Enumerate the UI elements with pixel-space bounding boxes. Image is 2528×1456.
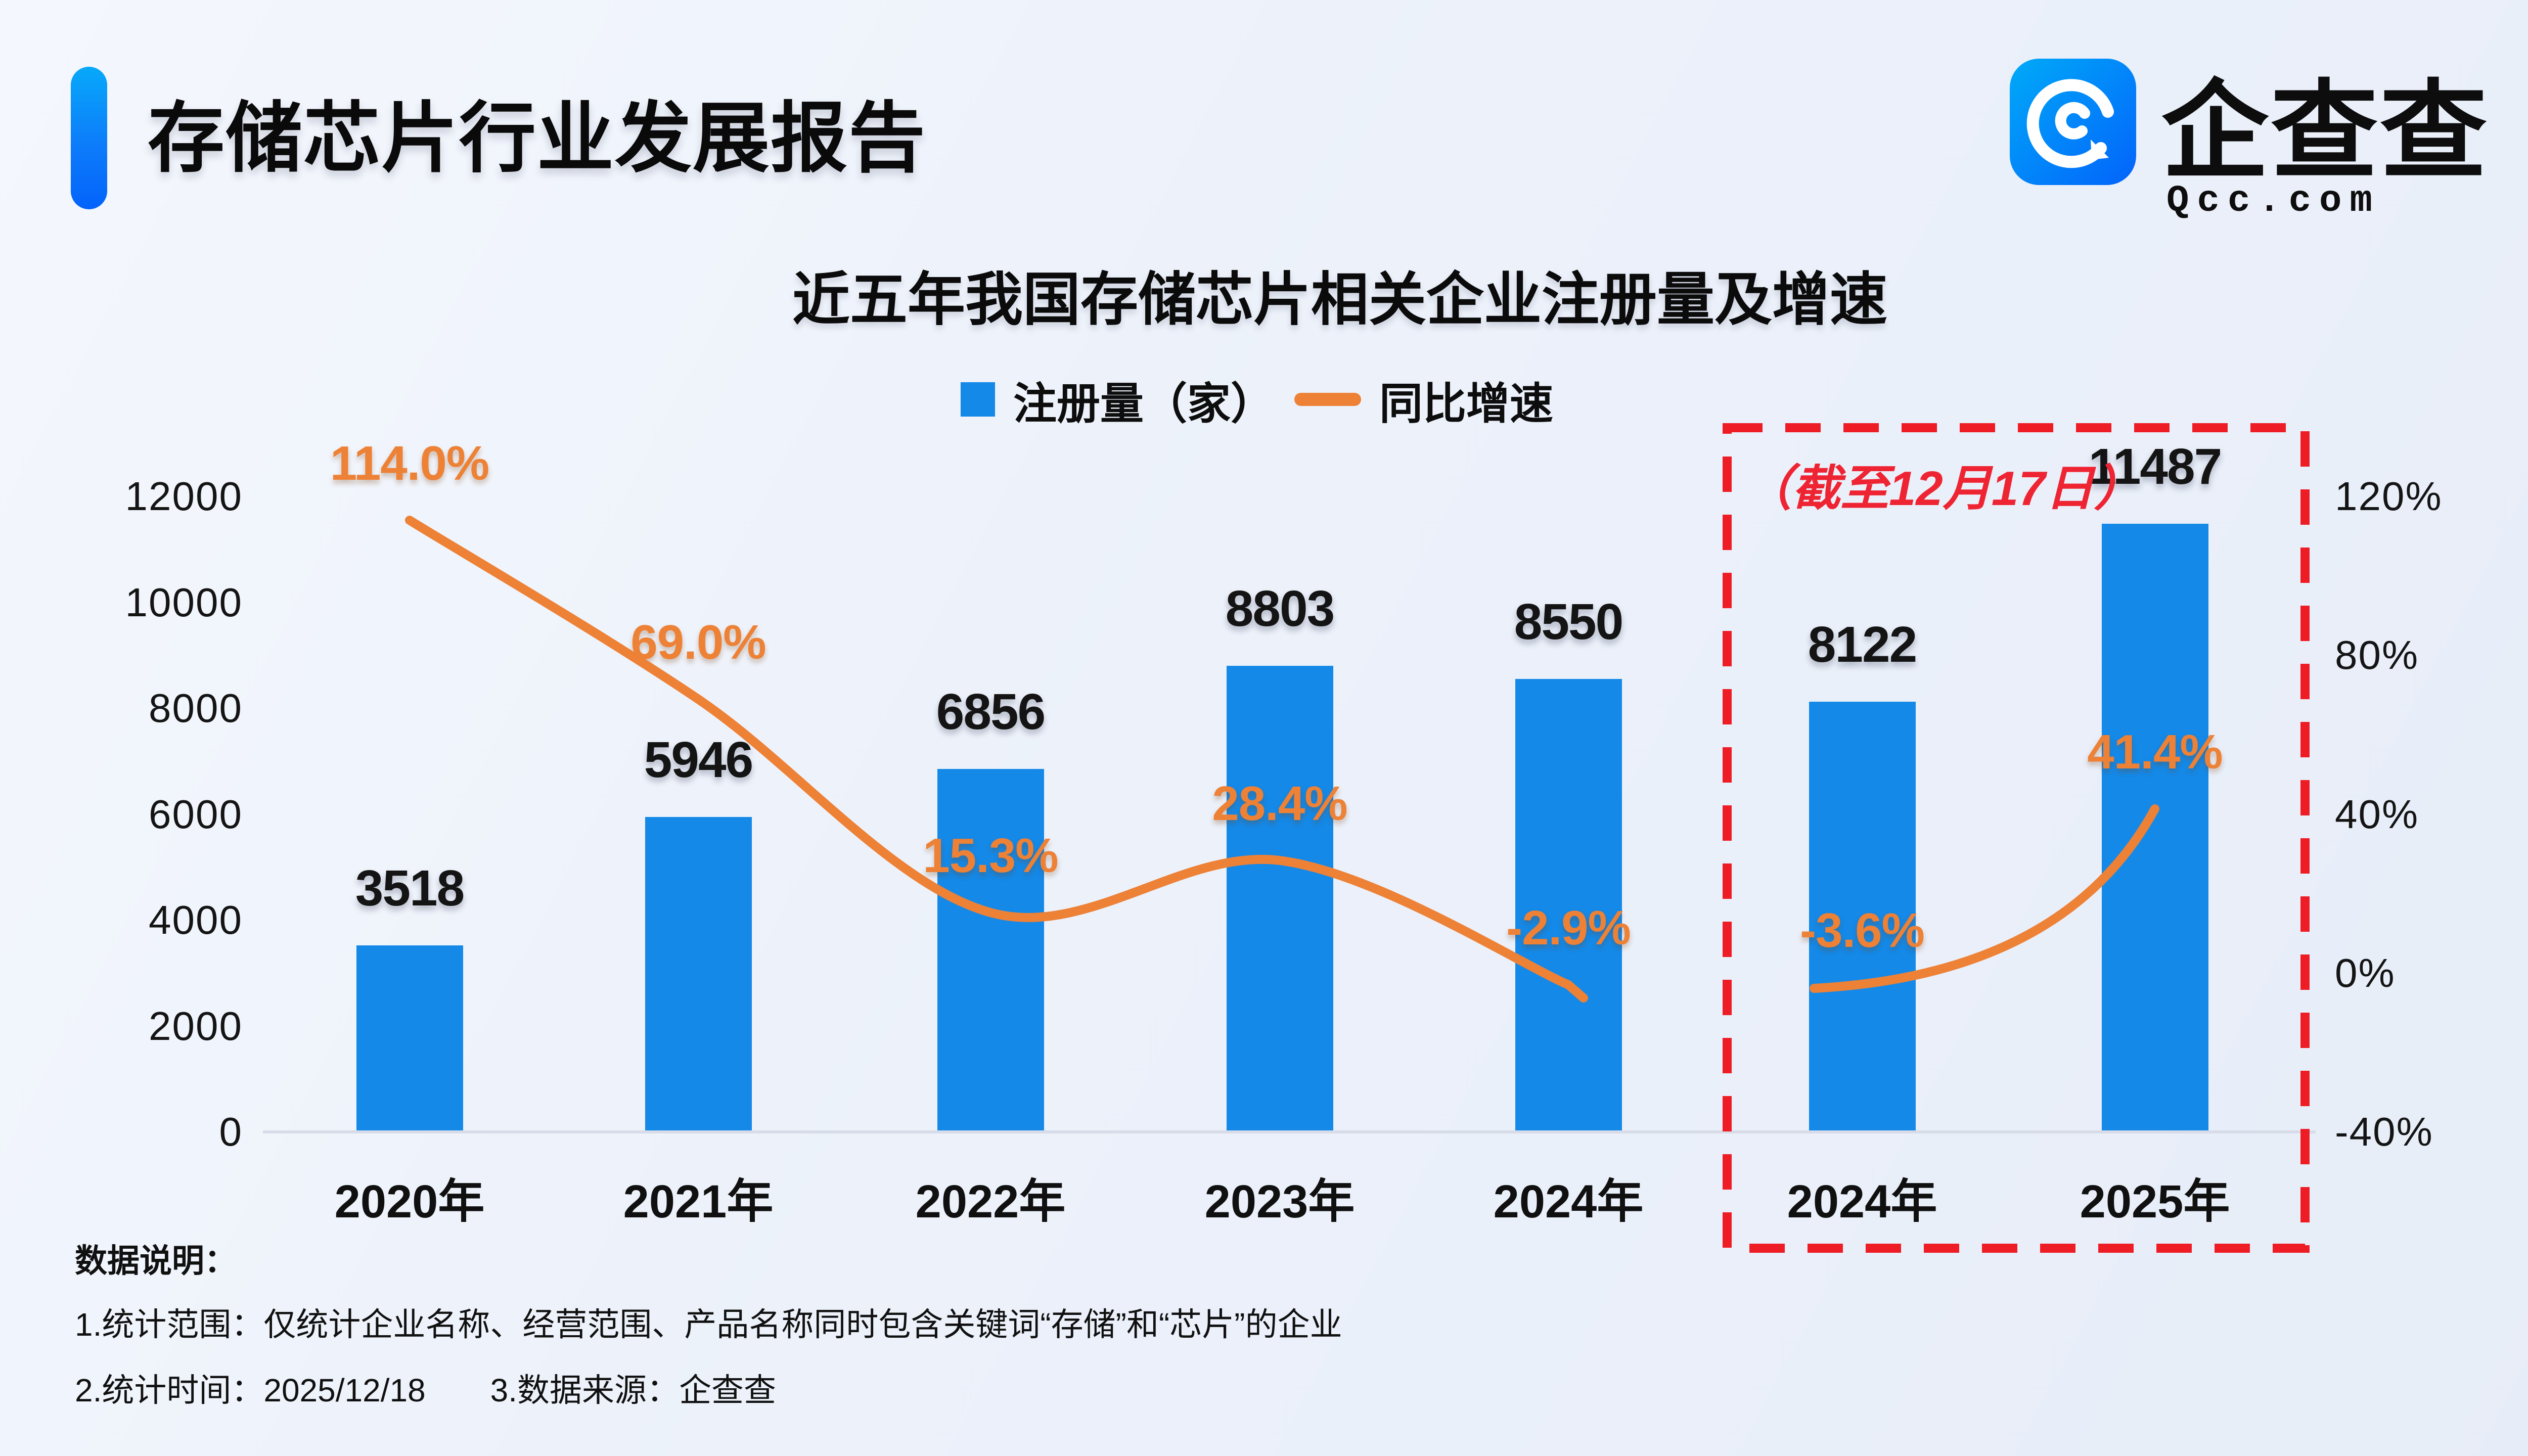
bar-value-label: 8803 (1225, 580, 1335, 637)
x-axis-label: 2024年 (1493, 1176, 1644, 1227)
bar-series-label: 注册量（家） (1013, 379, 1274, 428)
legend-item-line: 同比增速 (1294, 368, 1553, 431)
bar-value-label: 3518 (355, 860, 465, 917)
chart-legend: 注册量（家） 同比增速 (961, 374, 1553, 428)
footnote-scope: 1.统计范围：仅统计企业名称、经营范围、产品名称同时包含关键词“存储”和“芯片”… (75, 1306, 1342, 1343)
registration-bar (2101, 523, 2208, 1132)
qcc-logo: 企查查 Qcc.com (2010, 59, 2528, 231)
growth-rate-label: 114.0% (330, 436, 489, 491)
registration-bar (645, 817, 752, 1132)
bar-value-label: 5946 (644, 732, 753, 789)
x-axis-label: 2020年 (334, 1176, 485, 1227)
registration-bar (356, 945, 463, 1132)
bar-value-label: 6856 (936, 683, 1046, 740)
right-axis-tick: 0% (2335, 950, 2396, 995)
x-axis-label: 2024年 (1787, 1176, 1937, 1227)
growth-rate-label: 69.0% (630, 615, 766, 669)
qcc-spiral-icon (2010, 59, 2136, 185)
chart-title: 近五年我国存储芯片相关企业注册量及增速 (792, 268, 1888, 332)
left-axis-tick: 2000 (149, 1003, 243, 1049)
legend-item-bars: 注册量（家） (961, 368, 1274, 431)
right-axis-tick: 120% (2335, 474, 2443, 519)
registration-bar (1226, 665, 1333, 1132)
left-axis-tick: 4000 (149, 897, 243, 942)
cutoff-annotation: （截至12月17日） (1743, 462, 2143, 516)
x-axis-label: 2023年 (1204, 1176, 1355, 1227)
growth-rate-label: 15.3% (923, 828, 1058, 883)
bar-value-label: 8550 (1514, 594, 1623, 651)
x-axis-label: 2021年 (623, 1176, 774, 1227)
growth-rate-label: 41.4% (2087, 724, 2223, 779)
line-series-label: 同比增速 (1379, 379, 1553, 428)
growth-rate-label: 28.4% (1212, 776, 1347, 831)
left-axis-tick: 12000 (125, 474, 243, 519)
right-axis-tick: 40% (2335, 791, 2419, 837)
growth-rate-label: -3.6% (1800, 903, 1925, 958)
x-axis-label: 2022年 (915, 1176, 1066, 1227)
growth-rate-label: -2.9% (1506, 900, 1631, 955)
line-series-swatch (1294, 393, 1361, 406)
left-axis-tick: 8000 (149, 686, 243, 731)
left-axis-tick: 0 (219, 1109, 243, 1154)
bar-series-swatch (961, 382, 995, 417)
registration-bar (937, 768, 1044, 1132)
x-axis-label: 2025年 (2080, 1176, 2230, 1227)
footnote-date-source: 2.统计时间：2025/12/18 3.数据来源：企查查 (75, 1372, 777, 1408)
footnotes: 数据说明： 1.统计范围：仅统计企业名称、经营范围、产品名称同时包含关键词“存储… (75, 1245, 1342, 1440)
right-axis-tick: 80% (2335, 632, 2419, 678)
footnote-heading: 数据说明： (75, 1243, 237, 1279)
report-title: 存储芯片行业发展报告 (148, 96, 926, 181)
title-accent-bar (71, 67, 107, 209)
right-axis-tick: -40% (2335, 1109, 2433, 1154)
logo-domain: Qcc.com (2166, 180, 2380, 222)
left-axis-tick: 6000 (149, 791, 243, 837)
left-axis-tick: 10000 (125, 579, 243, 625)
bar-value-label: 8122 (1808, 616, 1917, 673)
logo-wordmark: 企查查 (2161, 71, 2489, 191)
